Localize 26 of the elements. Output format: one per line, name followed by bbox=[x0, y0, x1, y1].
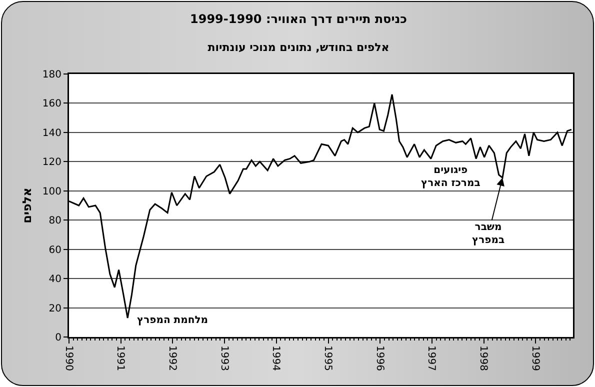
y-tick-label: 60 bbox=[48, 244, 62, 256]
y-tick-label: 120 bbox=[42, 157, 62, 168]
chart-title: כניסת תיירים דרך האוויר: 1999-1990 bbox=[190, 12, 408, 26]
x-tick-label: 1990 bbox=[62, 346, 74, 371]
y-tick-label: 80 bbox=[48, 216, 62, 227]
x-tick-label: 1999 bbox=[529, 346, 540, 371]
x-tick-label: 1998 bbox=[478, 346, 489, 371]
x-tick-label: 1994 bbox=[270, 346, 282, 371]
y-tick-label: 20 bbox=[48, 303, 62, 314]
chart-subtitle: אלפים בחודש, נתונים מנוכי עונתיות bbox=[208, 41, 390, 54]
y-tick-label: 180 bbox=[42, 70, 62, 80]
x-tick-label: 1992 bbox=[166, 346, 178, 371]
annotation: מלחמת המפרץ bbox=[137, 315, 208, 326]
y-axis-title: אלפים bbox=[20, 188, 34, 224]
y-tick-label: 140 bbox=[42, 128, 62, 139]
x-tick-label: 1993 bbox=[218, 346, 230, 371]
x-tick-label: 1991 bbox=[114, 346, 126, 371]
annotation: משבר במפרץ bbox=[472, 222, 505, 246]
x-tick-label: 1997 bbox=[426, 346, 437, 371]
annotation: פיגועים במרכז הארץ bbox=[421, 165, 480, 189]
x-tick-label: 1995 bbox=[322, 346, 334, 371]
x-tick-label: 1996 bbox=[374, 346, 385, 371]
y-tick-label: 160 bbox=[42, 98, 62, 110]
y-tick-label: 100 bbox=[42, 186, 62, 198]
y-tick-label: 40 bbox=[48, 274, 62, 286]
y-tick-label: 0 bbox=[55, 332, 62, 344]
